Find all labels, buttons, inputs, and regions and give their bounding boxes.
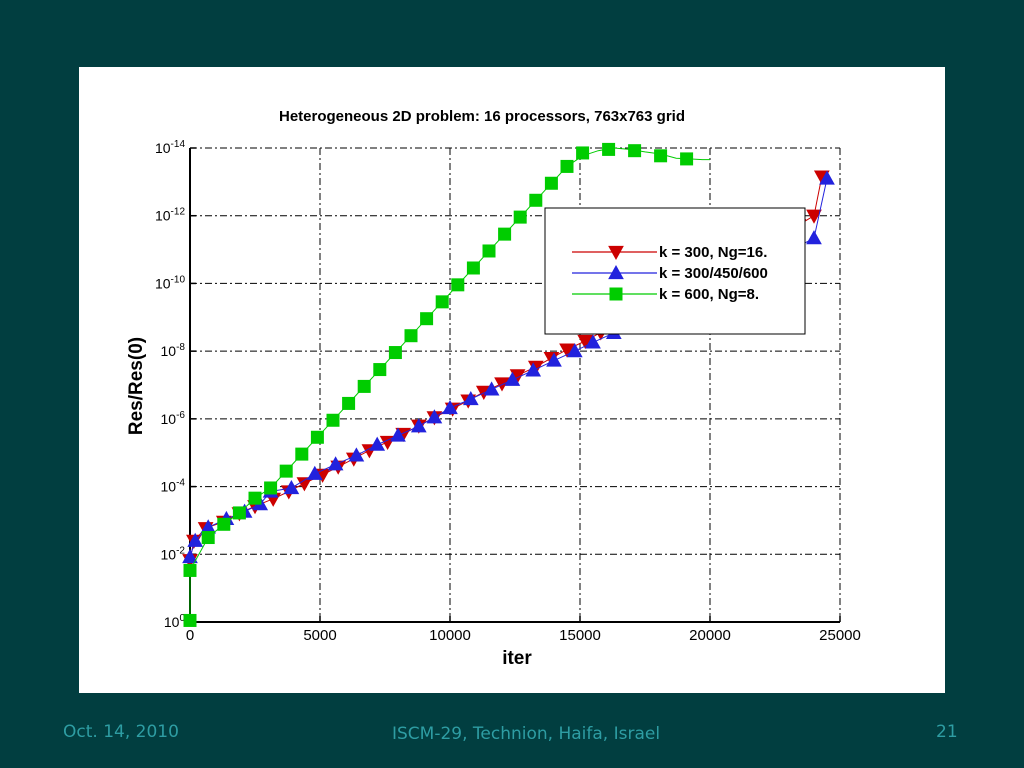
legend-box [544, 207, 806, 335]
series-3-marker [388, 346, 402, 360]
series-2-marker [504, 371, 521, 386]
y-tick-label: 10-6 [161, 410, 186, 427]
series-1-marker [559, 343, 575, 358]
y-tick-label: 10-8 [161, 342, 186, 359]
series-1-marker [379, 435, 396, 450]
x-tick-label: 0 [186, 627, 194, 644]
y-tick-label: 10-14 [155, 139, 185, 156]
series-3-marker [544, 176, 558, 190]
series-2-marker [462, 391, 479, 406]
series-2-marker [283, 479, 300, 495]
x-tick-label: 10000 [429, 627, 471, 644]
x-tick-label: 20000 [689, 627, 731, 644]
series-3-marker [420, 312, 434, 326]
series-3-marker [404, 329, 418, 343]
series-2-marker [546, 352, 562, 367]
series-1-marker [806, 209, 822, 224]
y-tick-label: 10-12 [155, 207, 185, 224]
legend-label-3: k = 600, Ng=8. [659, 286, 759, 303]
chart-title: Heterogeneous 2D problem: 16 processors,… [279, 108, 685, 125]
series-2-marker [585, 334, 601, 349]
series-2-marker [348, 447, 365, 462]
series-3-marker [201, 531, 215, 545]
footer-page-number: 21 [936, 722, 958, 742]
series-3-marker [279, 464, 293, 478]
series-3-marker [326, 413, 340, 427]
y-tick-label: 10-4 [161, 478, 186, 495]
y-tick-label: 100 [164, 613, 186, 630]
legend-marker-1 [608, 245, 624, 261]
series-3-marker [654, 149, 668, 163]
series-2-marker [426, 409, 443, 424]
legend: k = 300, Ng=16. k = 300/450/600 k = 600, N… [544, 207, 806, 335]
series-2-marker [442, 400, 458, 415]
chart-panel: 0 5000 10000 15000 20000 25000 100 10-2 10-4 10-6… [79, 67, 945, 693]
legend-marker-2 [608, 264, 624, 280]
footer-date: Oct. 14, 2010 [63, 722, 179, 742]
series-3-marker [513, 210, 527, 224]
series-3 [183, 142, 710, 627]
legend-label-1: k = 300, Ng=16. [659, 244, 767, 261]
series-3-marker [435, 295, 449, 309]
series-2-marker [566, 343, 583, 358]
series-2-marker [187, 532, 204, 547]
series-3-marker [576, 146, 590, 160]
x-axis-label: iter [502, 648, 532, 669]
series-3-marker [217, 517, 231, 531]
series-3-marker [295, 447, 309, 461]
series-2-marker [390, 427, 406, 442]
series-2-marker [306, 465, 323, 480]
series-3-marker [602, 142, 616, 156]
series-3-marker [373, 363, 387, 377]
x-tick-label: 15000 [559, 627, 601, 644]
series-3-marker [482, 244, 496, 258]
series-2-marker [182, 548, 198, 564]
series-3-marker [680, 152, 694, 166]
y-tick-label: 10-2 [161, 545, 186, 562]
series-3-marker [342, 396, 356, 410]
series-2-marker [483, 381, 500, 396]
series-3-marker [560, 159, 574, 173]
convergence-chart: 0 5000 10000 15000 20000 25000 100 10-2 10-4 10-6… [126, 108, 861, 669]
series-3-marker [451, 278, 465, 292]
footer-venue: ISCM-29, Technion, Haifa, Israel [392, 724, 661, 744]
x-tick-label: 5000 [303, 627, 336, 644]
series-1-marker [577, 334, 594, 349]
series-3-marker [183, 563, 197, 577]
legend-label-2: k = 300/450/600 [659, 265, 768, 282]
series-3-marker [466, 261, 480, 275]
series-3-marker [357, 379, 371, 393]
series-3-marker [498, 227, 512, 241]
series-3-marker [529, 193, 543, 207]
series-3-marker [310, 430, 324, 444]
series-2-marker [410, 418, 427, 433]
series-2-marker [806, 230, 822, 245]
y-tick-label: 10-10 [155, 274, 185, 291]
series-3-marker [183, 613, 197, 627]
legend-marker-3 [609, 287, 623, 301]
series-2-marker [327, 456, 344, 471]
series-3-marker [264, 481, 278, 495]
series-2-marker [525, 362, 542, 377]
series-3-marker [248, 491, 262, 505]
series-3-marker [232, 506, 246, 520]
y-axis-label: Res/Res(0) [126, 337, 147, 435]
x-tick-label: 25000 [819, 627, 861, 644]
series-2-marker [369, 436, 386, 451]
series-1-marker [296, 477, 313, 492]
series-3-marker [628, 144, 642, 158]
series-2-marker [819, 170, 835, 185]
